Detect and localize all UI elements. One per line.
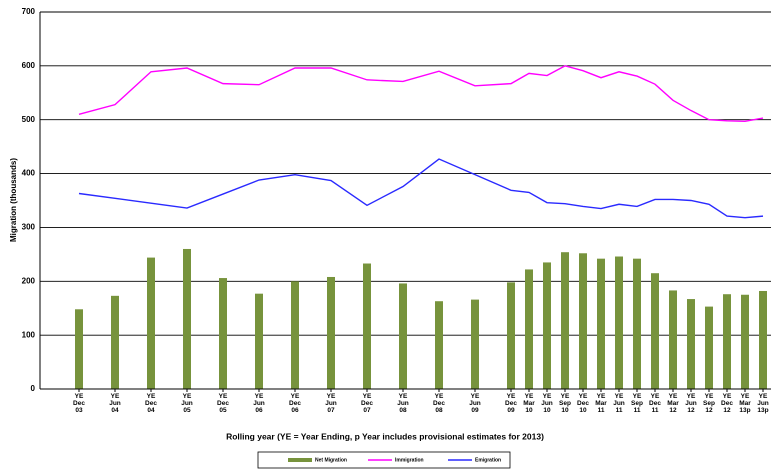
y-tick-label: 200	[22, 276, 36, 285]
x-tick-label: YE Dec 07	[361, 393, 373, 414]
bar	[75, 309, 83, 389]
x-tick-label: YE Dec 04	[145, 393, 157, 414]
x-tick-label: YE Jun 07	[325, 393, 337, 414]
x-axis-label: Rolling year (YE = Year Ending, p Year i…	[226, 431, 544, 441]
bar	[705, 306, 713, 389]
bar	[561, 252, 569, 389]
y-tick-label: 100	[22, 330, 36, 339]
legend-swatch	[288, 458, 312, 462]
x-tick-label: YE Mar 11	[595, 393, 607, 414]
bar	[579, 253, 587, 389]
y-tick-label: 700	[22, 7, 36, 16]
x-tick-label: YE Jun 13p	[757, 393, 769, 414]
y-tick-label: 300	[22, 223, 36, 232]
bar	[147, 257, 155, 389]
y-tick-label: 600	[22, 61, 36, 70]
bar	[669, 290, 677, 389]
bar	[597, 258, 605, 389]
x-tick-label: YE Sep 10	[559, 393, 571, 414]
legend-label: Immigration	[395, 457, 424, 463]
bar	[741, 294, 749, 389]
x-tick-label: YE Dec 11	[649, 393, 661, 414]
bar	[507, 282, 515, 389]
x-tick-label: YE Jun 04	[109, 393, 121, 414]
x-tick-label: YE Mar 10	[523, 393, 535, 414]
bar	[255, 293, 263, 389]
bar	[363, 263, 371, 389]
y-axis-label: Migration (thousands)	[9, 158, 18, 242]
y-tick-label: 400	[22, 169, 36, 178]
x-tick-label: YE Mar 13p	[739, 393, 751, 414]
x-tick-label: YE Jun 06	[253, 393, 265, 414]
legend-label: Emigration	[475, 457, 501, 463]
bar	[525, 269, 533, 389]
line	[78, 158, 764, 219]
x-tick-label: YE Mar 12	[667, 393, 679, 414]
bar	[399, 283, 407, 389]
x-tick-label: YE Jun 09	[469, 393, 481, 414]
bar	[327, 276, 335, 389]
y-tick-label: 500	[22, 115, 36, 124]
bar	[471, 299, 479, 389]
x-tick-label: YE Dec 08	[433, 393, 445, 414]
x-tick-label: YE Dec 06	[289, 393, 301, 414]
x-tick-label: YE Jun 12	[685, 393, 697, 414]
x-tick-label: YE Dec 12	[721, 393, 733, 414]
bar	[615, 256, 623, 389]
y-tick-label: 0	[31, 384, 36, 393]
x-tick-label: YE Jun 05	[181, 393, 193, 414]
bar	[435, 301, 443, 389]
x-tick-label: YE Dec 09	[505, 393, 517, 414]
bar	[219, 278, 227, 389]
bar	[183, 248, 191, 389]
bar	[543, 262, 551, 389]
x-tick-label: YE Dec 03	[73, 393, 85, 414]
x-tick-label: YE Sep 11	[631, 393, 643, 414]
bar	[723, 294, 731, 389]
x-tick-label: YE Dec 05	[217, 393, 229, 414]
bar	[759, 290, 767, 389]
x-tick-label: YE Jun 10	[541, 393, 553, 414]
bar	[633, 258, 641, 389]
x-tick-label: YE Dec 10	[577, 393, 589, 414]
line	[78, 65, 764, 123]
x-tick-label: YE Jun 08	[397, 393, 409, 414]
bar	[111, 295, 119, 389]
x-tick-label: YE Jun 11	[613, 393, 625, 414]
x-tick-label: YE Sep 12	[703, 393, 715, 414]
bar	[651, 273, 659, 389]
bar	[291, 281, 299, 389]
legend-label: Net Migration	[315, 457, 347, 463]
bar	[687, 299, 695, 389]
